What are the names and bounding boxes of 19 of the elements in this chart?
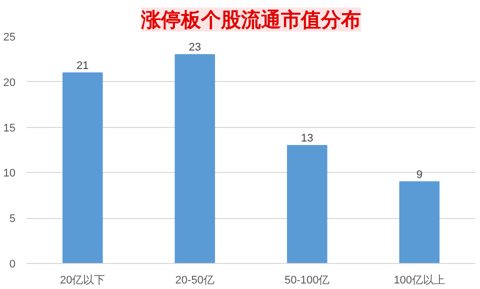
data-label: 13	[301, 132, 314, 144]
x-tick-label: 50-100亿	[284, 274, 330, 286]
y-tick-label: 10	[3, 168, 16, 180]
y-tick-label: 25	[3, 32, 16, 44]
bar	[62, 72, 103, 264]
x-tick-label: 100亿以上	[394, 274, 446, 286]
y-tick-label: 15	[3, 122, 16, 134]
data-label: 9	[416, 168, 422, 181]
bar	[286, 144, 328, 264]
y-tick-label: 5	[9, 213, 16, 226]
bar	[174, 54, 216, 264]
y-tick-label: 20	[3, 76, 16, 89]
x-tick-label: 20亿以下	[60, 274, 106, 286]
data-label: 21	[76, 60, 89, 72]
bar	[399, 181, 440, 264]
x-tick-label: 20-50亿	[175, 274, 214, 286]
data-label: 23	[188, 42, 202, 54]
y-tick-label: 0	[9, 258, 16, 270]
chart-title: 涨停板个股流通市值分布	[140, 8, 361, 32]
